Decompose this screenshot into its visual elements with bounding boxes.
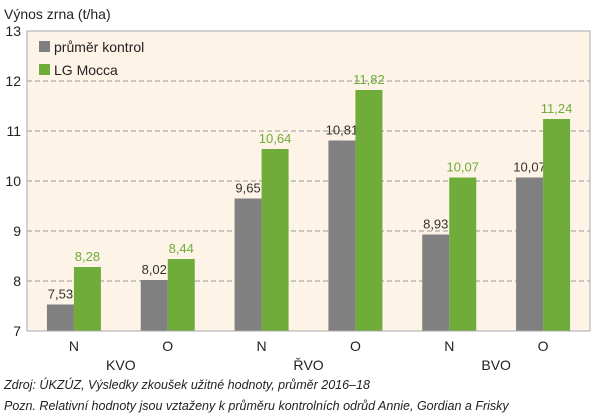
x-tick-label: O <box>162 338 173 354</box>
y-tick-label: 12 <box>5 73 21 89</box>
x-tick-label: N <box>444 338 454 354</box>
y-tick-label: 9 <box>13 223 21 239</box>
legend-label: průměr kontrol <box>54 39 144 55</box>
source-caption: Zdroj: ÚKZÚZ, Výsledky zkoušek užitné ho… <box>4 378 370 392</box>
data-label: 8,28 <box>75 249 100 264</box>
y-tick-label: 8 <box>13 273 21 289</box>
bar-control <box>516 177 544 331</box>
data-label: 8,44 <box>169 241 194 256</box>
data-label: 8,02 <box>142 262 167 277</box>
legend-label: LG Mocca <box>54 62 118 78</box>
group-label: KVO <box>106 357 136 373</box>
y-tick-label: 13 <box>5 23 21 39</box>
bar-lg-mocca <box>261 149 289 331</box>
data-label: 8,93 <box>423 217 448 232</box>
data-label: 9,65 <box>235 181 260 196</box>
x-tick-label: N <box>69 338 79 354</box>
bar-lg-mocca <box>543 119 571 331</box>
y-axis-label: Výnos zrna (t/ha) <box>4 6 111 22</box>
legend-swatch <box>39 41 50 52</box>
bar-control <box>46 304 74 331</box>
data-label: 11,82 <box>353 72 385 87</box>
note-caption: Pozn. Relativní hodnoty jsou vztaženy k … <box>4 399 509 413</box>
plot-border <box>26 30 591 332</box>
data-label: 10,64 <box>259 131 292 146</box>
data-label: 10,07 <box>513 160 546 175</box>
group-label: BVO <box>481 357 511 373</box>
bar-lg-mocca <box>355 90 383 331</box>
bar-lg-mocca <box>449 177 477 331</box>
bar-control <box>422 234 450 331</box>
data-label: 7,53 <box>48 287 73 302</box>
x-tick-label: O <box>538 338 549 354</box>
x-tick-label: N <box>257 338 267 354</box>
data-label: 10,07 <box>446 160 479 175</box>
x-tick-label: O <box>350 338 361 354</box>
bar-control <box>234 198 262 331</box>
bar-control <box>140 280 168 331</box>
data-label: 11,24 <box>541 101 573 116</box>
bar-control <box>328 140 356 331</box>
group-label: ŘVO <box>293 357 323 373</box>
bar-lg-mocca <box>167 259 195 331</box>
y-tick-label: 7 <box>13 323 21 339</box>
bar-lg-mocca <box>73 267 101 331</box>
y-tick-label: 11 <box>6 123 21 139</box>
y-tick-label: 10 <box>5 173 21 189</box>
data-label: 10,81 <box>326 123 359 138</box>
legend-swatch <box>39 64 50 75</box>
